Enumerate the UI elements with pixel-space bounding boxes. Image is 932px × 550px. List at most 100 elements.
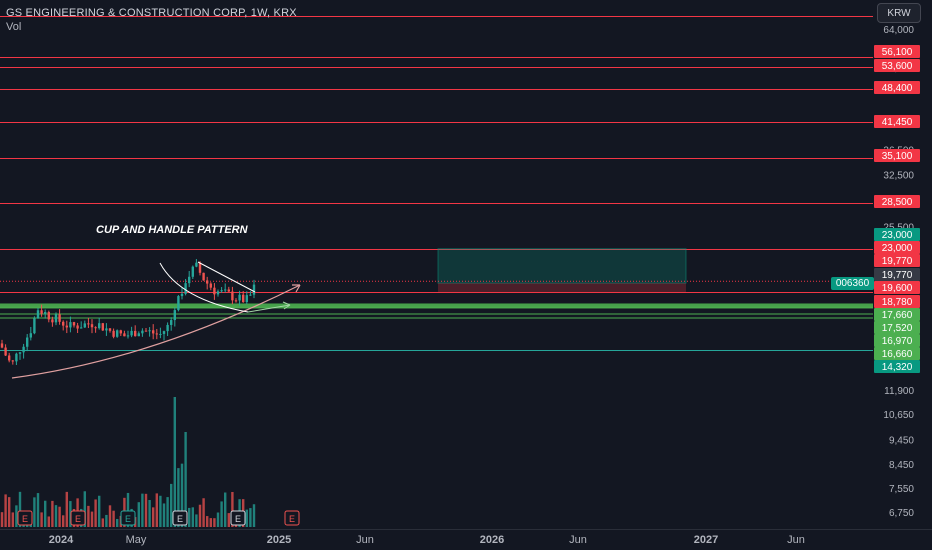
volume-bar [69, 501, 72, 527]
volume-bar [159, 495, 162, 527]
resistance-badge-label: 35,100 [882, 151, 913, 162]
candle-body [76, 325, 79, 329]
candle-body [166, 324, 169, 332]
volume-bar [94, 499, 97, 527]
volume-bar [191, 507, 194, 527]
resistance-badge [874, 81, 920, 94]
candle-body [33, 318, 36, 334]
volume-bar [62, 515, 65, 527]
volume-bar [15, 505, 18, 527]
handle-curve-lower [159, 262, 249, 313]
resistance-badge [874, 45, 920, 58]
candle-body [108, 328, 112, 331]
volume-bar [11, 512, 14, 527]
candle-body [216, 291, 220, 295]
price-badge [874, 241, 920, 254]
volume-bar [152, 507, 155, 527]
candle-body [224, 289, 227, 291]
volume-bar [8, 497, 11, 527]
volume-bar [155, 493, 158, 527]
earnings-marker[interactable] [70, 510, 86, 526]
volume-bar [249, 508, 252, 527]
candle-body [112, 330, 115, 337]
candle-body [173, 310, 176, 321]
volume-bar [44, 500, 47, 527]
target-box [0, 248, 873, 293]
volume-bar [170, 483, 173, 527]
chart-title: GS ENGINEERING & CONSTRUCTION CORP, 1W, … [6, 7, 297, 19]
candle-body [101, 323, 104, 331]
candlesticks [0, 259, 256, 366]
volume-bar [162, 503, 166, 527]
volume-bar [33, 497, 36, 527]
candle-body [54, 314, 58, 323]
earnings-marker[interactable] [120, 510, 136, 526]
volume-bar [252, 504, 256, 527]
earnings-marker-label: E [289, 514, 295, 524]
candle-body [22, 346, 25, 353]
price-badge [874, 334, 920, 347]
price-badge-label: 19,770 [882, 256, 913, 267]
earnings-marker-label: E [177, 514, 183, 524]
candle-body [47, 312, 50, 320]
currency-button[interactable]: KRW [877, 3, 921, 23]
earnings-marker[interactable] [172, 510, 188, 526]
price-badge-label: 18,780 [882, 297, 913, 308]
resistance-badge [874, 149, 920, 162]
price-badges: 23,000 23,000 19,770 19,770 19,600 18,780 17,6… [874, 45, 920, 373]
earnings-marker[interactable] [17, 510, 33, 526]
volume-bar [141, 493, 144, 527]
resistance-badge [874, 195, 920, 208]
x-tick-label: Jun [569, 534, 587, 546]
price-badge-label: 16,660 [882, 349, 913, 360]
cup-curve [11, 284, 301, 379]
volume-bar [58, 506, 61, 527]
candle-body [245, 295, 248, 303]
candle-body [44, 312, 47, 314]
candle-body [159, 333, 162, 335]
volume-bar [245, 509, 248, 527]
price-badge-label: 17,660 [882, 310, 913, 321]
earnings-marker-label: E [22, 514, 28, 524]
volume-bar [87, 505, 90, 527]
candle-body [231, 291, 234, 301]
price-badge-label: 19,770 [882, 270, 913, 281]
y-tick-label: 11,900 [884, 386, 914, 397]
volume-bar [184, 432, 187, 527]
candle-body [134, 330, 137, 337]
candle-body [180, 293, 184, 297]
candle-body [130, 330, 133, 336]
time-axis[interactable]: 2024 May 2025 Jun 2026 Jun 2027 Jun [0, 529, 932, 547]
candle-body [170, 320, 173, 325]
candle-body [144, 330, 148, 332]
volume-bar [47, 516, 50, 527]
volume-bar [220, 501, 223, 527]
candle-body [98, 323, 101, 329]
volume-bar [108, 505, 112, 527]
x-tick-label: 2027 [694, 534, 718, 546]
candle-body [18, 352, 22, 354]
candle-body [11, 360, 14, 362]
earnings-marker[interactable] [284, 510, 300, 526]
x-tick-label: 2024 [49, 534, 74, 546]
price-badge-label: 23,000 [882, 243, 913, 254]
candle-body [213, 287, 216, 295]
earnings-marker[interactable] [230, 510, 246, 526]
candle-body [249, 294, 252, 296]
volume-label: Vol [6, 21, 22, 33]
volume-bar [98, 495, 101, 527]
price-badge [874, 295, 920, 308]
candle-body [65, 325, 68, 328]
resistance-badge-label: 48,400 [882, 83, 913, 94]
candle-body [83, 323, 86, 328]
volume-bar [195, 514, 198, 527]
candle-body [148, 330, 151, 332]
candle-body [191, 266, 194, 277]
candle-body [234, 300, 238, 302]
volume-bar [213, 518, 216, 527]
resistance-badge-label: 41,450 [882, 117, 913, 128]
candle-body [206, 280, 209, 284]
candle-body [8, 355, 11, 361]
